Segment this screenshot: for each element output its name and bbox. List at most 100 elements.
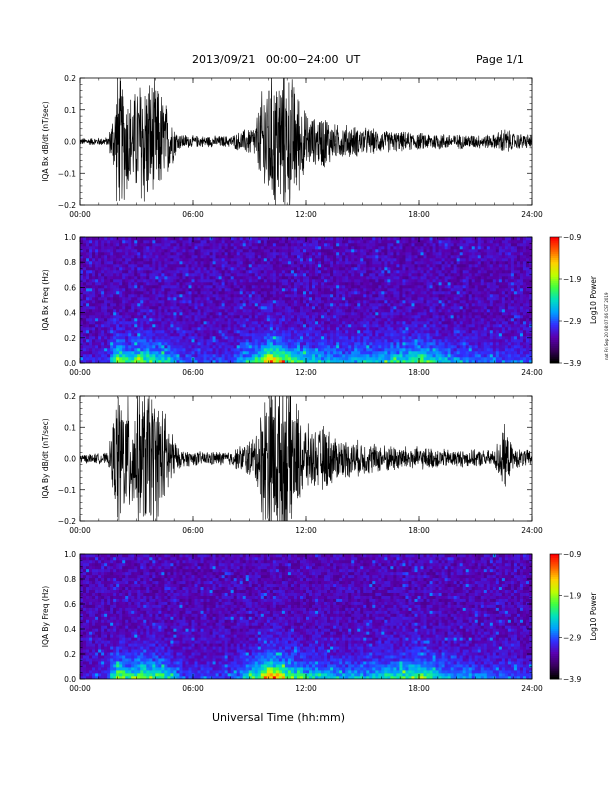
spectrogram-cell	[390, 312, 394, 316]
spectrogram-cell	[263, 333, 268, 337]
spectrogram-cell	[104, 324, 108, 328]
spectrogram-cell	[381, 267, 385, 271]
spectrogram-cell	[281, 261, 286, 265]
spectrogram-cell	[86, 252, 90, 256]
spectrogram-cell	[348, 297, 352, 301]
spectrogram-cell	[357, 243, 361, 247]
spectrogram-cell	[381, 309, 385, 313]
spectrogram-cell	[372, 279, 376, 283]
spectrogram-cell	[158, 243, 162, 247]
spectrogram-cell	[327, 354, 331, 358]
spectrogram-cell	[309, 237, 313, 241]
spectrogram-cell	[146, 237, 150, 241]
spectrogram-cell	[215, 312, 219, 316]
spectrogram-cell	[321, 348, 325, 352]
spectrogram-cell	[342, 246, 346, 250]
spectrogram-cell	[89, 270, 93, 274]
spectrogram-cell	[278, 306, 283, 310]
spectrogram-cell	[384, 291, 388, 295]
spectrogram-cell	[342, 276, 346, 280]
spectrogram-cell	[227, 273, 231, 277]
spectrogram-cell	[315, 321, 319, 325]
spectrogram-cell	[92, 339, 96, 343]
y-tick-label: −0.2	[58, 201, 76, 210]
spectrogram-cell	[354, 240, 358, 244]
spectrogram-cell	[149, 249, 153, 253]
spectrogram-cell	[366, 273, 370, 277]
spectrogram-cell	[221, 237, 225, 241]
spectrogram-cell	[420, 312, 424, 316]
spectrogram-cell	[86, 312, 90, 316]
spectrogram-cell	[272, 354, 277, 358]
spectrogram-cell	[393, 261, 397, 265]
spectrogram-cell	[260, 333, 265, 337]
spectrogram-cell	[357, 303, 361, 307]
spectrogram-cell	[396, 276, 400, 280]
spectrogram-cell	[360, 348, 364, 352]
spectrogram-cell	[134, 318, 138, 322]
spectrogram-cell	[360, 330, 364, 334]
spectrogram-cell	[336, 270, 340, 274]
spectrogram-cell	[143, 294, 147, 298]
spectrogram-cell	[414, 318, 418, 322]
spectrogram-cell	[134, 327, 138, 331]
spectrogram-cell	[351, 309, 355, 313]
spectrogram-cell	[399, 318, 403, 322]
spectrogram-cell	[417, 327, 421, 331]
spectrogram-cell	[248, 252, 253, 256]
spectrogram-cell	[179, 273, 183, 277]
y-tick-label: −0.1	[58, 169, 76, 178]
spectrogram-cell	[182, 327, 186, 331]
spectrogram-cell	[194, 339, 198, 343]
spectrogram-cell	[242, 360, 247, 363]
spectrogram-cell	[137, 279, 141, 283]
spectrogram-cell	[318, 354, 322, 358]
spectrogram-cell	[182, 249, 186, 253]
spectrogram-cell	[420, 339, 424, 343]
spectrogram-cell	[161, 300, 165, 304]
spectrogram-cell	[161, 252, 165, 256]
spectrogram-cell	[408, 285, 412, 289]
spectrogram-cell	[251, 333, 256, 337]
spectrogram-cell	[98, 291, 102, 295]
spectrogram-cell	[110, 255, 114, 259]
spectrogram-cell	[423, 321, 427, 325]
spectrogram-cell	[143, 348, 147, 352]
spectrogram-cell	[95, 351, 99, 355]
spectrogram-cell	[417, 324, 421, 328]
spectrogram-cell	[149, 276, 153, 280]
spectrogram-cell	[357, 318, 361, 322]
spectrogram-cell	[230, 318, 234, 322]
spectrogram-cell	[197, 351, 201, 355]
spectrogram-cell	[83, 315, 87, 319]
spectrogram-cell	[315, 327, 319, 331]
spectrogram-cell	[200, 264, 204, 268]
spectrogram-cell	[212, 276, 216, 280]
spectrogram-cell	[113, 330, 117, 334]
spectrogram-cell	[414, 246, 418, 250]
spectrogram-cell	[293, 318, 298, 322]
spectrogram-cell	[170, 246, 174, 250]
spectrogram-cell	[330, 321, 334, 325]
spectrogram-cell	[197, 267, 201, 271]
spectrogram-cell	[194, 294, 198, 298]
spectrogram-cell	[245, 297, 250, 301]
spectrogram-cell	[372, 252, 376, 256]
spectrogram-cell	[143, 336, 147, 340]
spectrogram-cell	[306, 336, 310, 340]
spectrogram-cell	[414, 339, 418, 343]
spectrogram-cell	[321, 306, 325, 310]
spectrogram-cell	[101, 351, 105, 355]
spectrogram-cell	[411, 348, 415, 352]
spectrogram-cell	[299, 261, 304, 265]
spectrogram-cell	[179, 297, 183, 301]
spectrogram-cell	[315, 243, 319, 247]
spectrogram-cell	[330, 333, 334, 337]
spectrogram-cell	[125, 306, 129, 310]
spectrogram-cell	[119, 324, 123, 328]
spectrogram-cell	[254, 294, 259, 298]
spectrogram-cell	[363, 357, 367, 361]
spectrogram-cell	[414, 273, 418, 277]
spectrogram-cell	[185, 246, 189, 250]
spectrogram-cell	[302, 309, 307, 313]
